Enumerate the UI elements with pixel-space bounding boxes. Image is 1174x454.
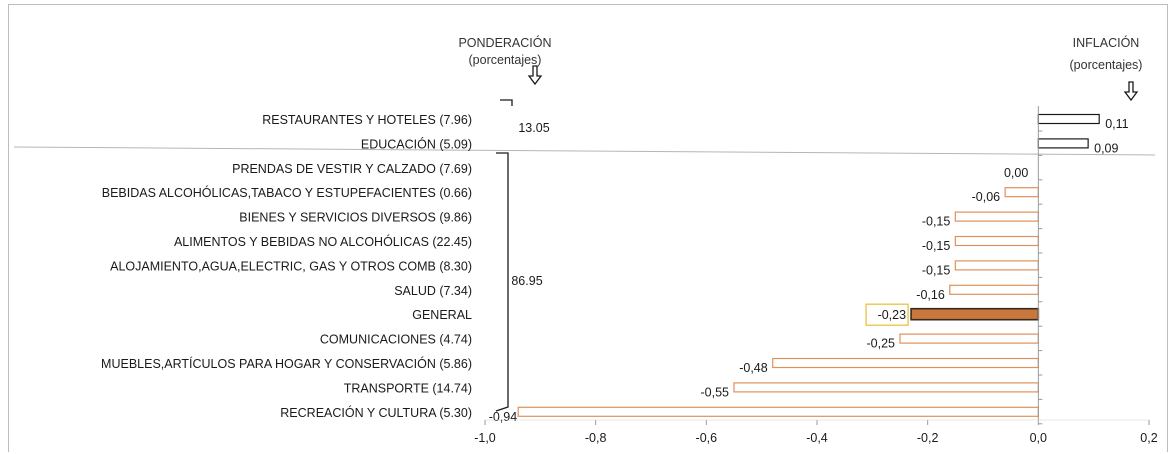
bar (899, 333, 1039, 344)
bar (949, 284, 1039, 295)
value-label: -0,48 (739, 361, 768, 375)
group-bracket (500, 99, 513, 106)
category-label: PRENDAS DE VESTIR Y CALZADO (7.69) (232, 162, 472, 176)
bar (954, 260, 1039, 271)
bar (1037, 113, 1100, 125)
group-separator-line (13, 146, 1156, 156)
x-tick-label: -0,8 (585, 431, 607, 445)
category-label: GENERAL (412, 308, 472, 322)
category-label: BIENES Y SERVICIOS DIVERSOS (9.86) (239, 211, 472, 225)
value-label: -0,23 (878, 308, 907, 322)
left-header-line1: PONDERACIÓN (458, 35, 551, 50)
value-label: 0,11 (1105, 117, 1128, 131)
x-tick-label: -0,4 (806, 431, 828, 445)
chart-frame (8, 4, 1168, 452)
category-label: COMUNICACIONES (4.74) (320, 333, 472, 347)
right-down-arrow-icon (1123, 81, 1139, 102)
value-label: -0,25 (867, 337, 896, 351)
bar (1004, 187, 1039, 198)
x-tick-label: -0,2 (917, 431, 939, 445)
category-label: EDUCACIÓN (5.09) (361, 136, 472, 151)
bar (772, 357, 1039, 369)
x-tick-label: -1,0 (474, 431, 496, 445)
category-label: RESTAURANTES Y HOTELES (7.96) (262, 113, 472, 127)
x-tick-label: 0,2 (1140, 431, 1157, 445)
category-label: TRANSPORTE (14.74) (344, 381, 472, 395)
category-label: RECREACIÓN Y CULTURA (5.30) (280, 405, 472, 420)
value-label: -0,15 (922, 239, 951, 253)
value-label: -0,16 (916, 288, 945, 302)
bar (910, 307, 1040, 321)
group-total-label: 86.95 (511, 274, 542, 288)
value-label: 0,09 (1094, 141, 1118, 155)
group-bracket (495, 152, 509, 412)
value-label: -0,15 (922, 263, 951, 277)
left-header-line2: (porcentajes) (469, 53, 542, 67)
bar (954, 235, 1039, 247)
category-label: ALIMENTOS Y BEBIDAS NO ALCOHÓLICAS (22.4… (174, 234, 472, 249)
general-value-box (865, 303, 909, 326)
x-tick-label: 0,0 (1030, 431, 1047, 445)
category-label: SALUD (7.34) (394, 284, 472, 298)
bar (733, 382, 1039, 393)
category-label: MUEBLES,ARTÍCULOS PARA HOGAR Y CONSERVAC… (101, 356, 472, 371)
bar (517, 406, 1039, 417)
left-down-arrow-icon (527, 65, 543, 86)
value-label: -0,94 (489, 410, 518, 424)
right-header-line2: (porcentajes) (1070, 58, 1143, 72)
right-header-line1: INFLACIÓN (1073, 35, 1140, 50)
bar (954, 211, 1039, 222)
value-label: -0,55 (701, 385, 730, 399)
value-label: -0,06 (972, 190, 1001, 204)
category-label: ALOJAMIENTO,AGUA,ELECTRIC, GAS Y OTROS C… (110, 259, 472, 273)
group-total-label: 13.05 (518, 121, 549, 135)
value-label: -0,15 (922, 215, 951, 229)
category-label: BEBIDAS ALCOHÓLICAS,TABACO Y ESTUPEFACIE… (102, 185, 472, 200)
value-label: 0,00 (1004, 166, 1028, 180)
x-tick-label: -0,6 (696, 431, 718, 445)
bar (1037, 138, 1089, 149)
